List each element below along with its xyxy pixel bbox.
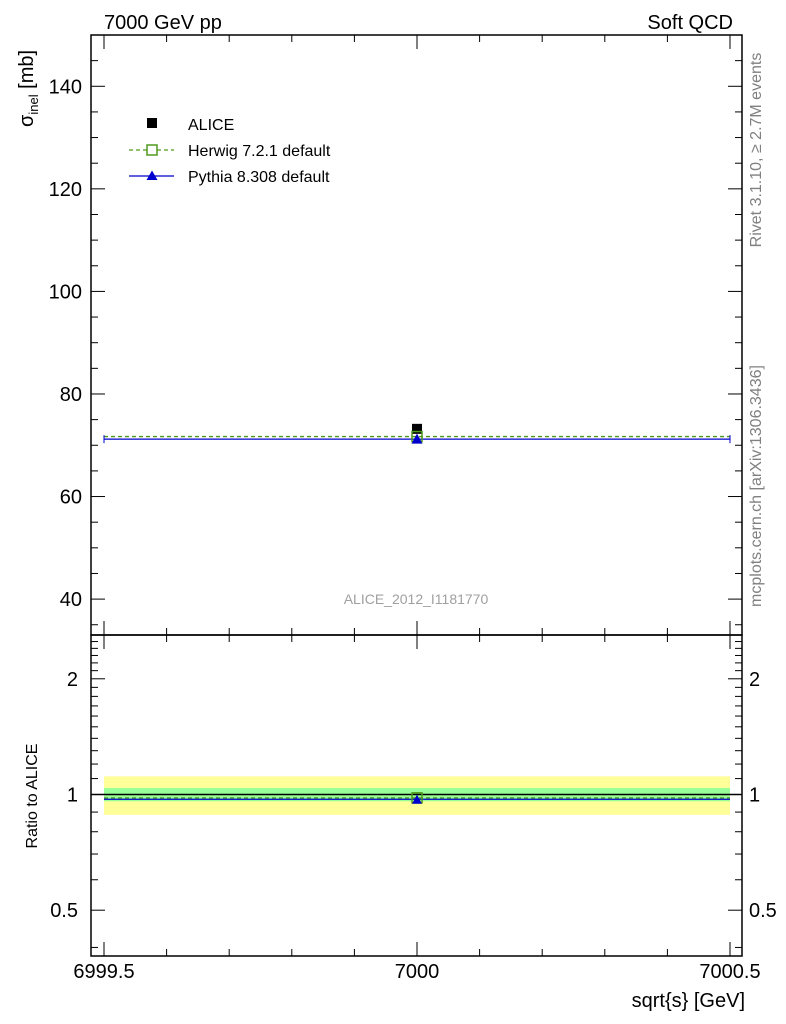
ratio-y-axis: 0.5 0.5 1 1 2 2 [50,641,777,948]
y-tick-label: 40 [60,589,82,611]
legend-pythia-marker [146,170,158,180]
y-tick-label: 60 [60,487,82,509]
mcplots-label: mcplots.cern.ch [arXiv:1306.3436] [748,365,765,607]
ratio-y-tick-label: 2 [67,669,78,691]
legend: ALICE Herwig 7.2.1 default Pythia 8.308 … [129,117,331,186]
ratio-y-label: Ratio to ALICE [24,744,41,849]
rivet-label: Rivet 3.1.10, ≥ 2.7M events [748,53,765,248]
alice-point [412,423,422,434]
ratio-pythia-point [412,794,422,804]
main-y-axis: 40 60 80 100 120 140 [49,34,742,626]
x-tick-label: 7000.5 [699,961,760,983]
ratio-y-tick-label: 1 [67,784,78,806]
main-x-axis [103,35,731,635]
legend-pythia-label: Pythia 8.308 default [188,169,330,186]
pythia-point [411,433,423,444]
y-tick-label: 100 [49,281,82,303]
x-tick-label: 6999.5 [73,961,134,983]
main-y-label-sub: inel [26,94,41,114]
header-right: Soft QCD [647,12,733,34]
legend-herwig-label: Herwig 7.2.1 default [188,143,331,160]
main-y-label-unit: [mb] [16,50,38,94]
main-y-label: σinel [mb] [16,50,41,127]
ratio-panel: 0.5 0.5 1 1 2 2 6999.5 7000 7000.5 Ratio to ALI… [24,634,777,1012]
ratio-y-tick-label-right: 0.5 [749,900,777,922]
x-tick-label: 7000 [395,961,440,983]
ratio-series [91,792,742,804]
y-tick-label: 80 [60,384,82,406]
main-panel: 40 60 80 100 120 140 ALICE_2012_I1181770 σine… [16,34,743,636]
y-tick-label: 140 [49,76,82,98]
ratio-y-tick-label-right: 1 [749,784,760,806]
analysis-watermark: ALICE_2012_I1181770 [344,591,489,607]
legend-herwig-marker [146,144,158,156]
legend-alice-label: ALICE [188,117,234,134]
main-series [103,423,731,444]
header-left: 7000 GeV pp [104,12,222,34]
main-y-label-symbol: σ [16,114,38,127]
ratio-y-tick-label-right: 2 [749,669,760,691]
y-tick-label: 120 [49,179,82,201]
ratio-x-axis: 6999.5 7000 7000.5 [73,635,761,983]
ratio-y-tick-label: 0.5 [50,900,78,922]
legend-alice-marker [147,118,157,128]
x-axis-label: sqrt{s} [GeV] [632,990,745,1012]
